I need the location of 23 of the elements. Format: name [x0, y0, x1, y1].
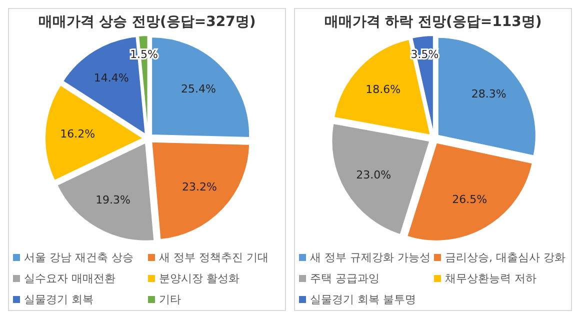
legend-label: 서울 강남 재건축 상승 [24, 250, 134, 265]
legend-label: 채무상환능력 저하 [445, 271, 536, 286]
chart-title: 매매가격 상승 전망(응답=327명) [37, 13, 257, 31]
data-label: 14.4% [94, 72, 129, 85]
legend-label: 실물경기 회복 불투명 [310, 292, 416, 307]
data-label: 19.3% [96, 193, 131, 206]
legend-label: 주택 공급과잉 [310, 271, 380, 286]
data-label: 1.5% [130, 48, 158, 61]
data-label: 23.2% [182, 180, 217, 194]
chart-title: 매매가격 하락 전망(응답=113명) [323, 13, 543, 31]
legend-label: 기타 [159, 292, 181, 307]
legend-label: 금리상승, 대출심사 강화 [445, 250, 566, 265]
data-label: 26.5% [452, 192, 488, 206]
legend-label: 새 정부 정책추진 기대 [159, 250, 268, 265]
legend-label: 실수요자 매매전환 [24, 271, 116, 286]
legend-label: 분양시장 활성화 [159, 271, 240, 286]
data-label: 28.3% [471, 88, 506, 101]
data-label: 18.6% [366, 83, 401, 96]
data-label: 25.4% [181, 82, 216, 96]
legend-label: 실물경기 회복 [24, 292, 94, 307]
data-label: 23.0% [356, 168, 392, 182]
data-label: 16.2% [60, 128, 96, 141]
legend-label: 새 정부 규제강화 가능성 [310, 250, 430, 265]
